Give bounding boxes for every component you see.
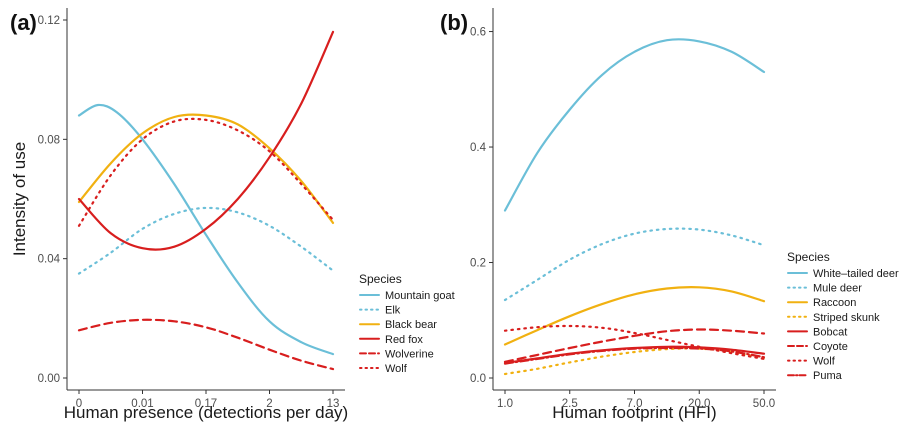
x-tick-label: 2 — [266, 398, 272, 410]
legend-label: Bobcat — [813, 326, 847, 338]
legend-label: Red fox — [385, 334, 423, 346]
legend-label: Black bear — [385, 319, 437, 331]
panel-b: (b) 0.0 0.2 0.4 0.6 1.0 2.5 7.0 20.0 50.0 Human fo… — [440, 8, 899, 422]
panel-letter: (a) — [10, 10, 37, 35]
x-tick-label: 13 — [327, 398, 340, 410]
x-tick-label: 1.0 — [497, 398, 513, 410]
series-line-red-fox — [77, 30, 335, 251]
y-tick-label: 0.2 — [470, 258, 486, 270]
legend-label: Raccoon — [813, 297, 856, 309]
legend-label: Coyote — [813, 341, 848, 353]
x-tick-label: 0 — [76, 398, 82, 410]
series-line-wolverine — [77, 318, 335, 371]
series-line-wolf — [77, 117, 335, 227]
x-tick-label: 0.17 — [195, 398, 217, 410]
series-line-elk — [77, 206, 335, 275]
series-line-striped-skunk — [503, 347, 766, 376]
x-tick-label: 7.0 — [627, 398, 643, 410]
y-tick-label: 0.6 — [470, 27, 486, 39]
y-tick-label: 0.00 — [38, 373, 60, 385]
series-line-raccoon — [503, 286, 766, 346]
y-tick-label: 0.08 — [38, 134, 60, 146]
y-tick-label: 0.04 — [38, 254, 61, 266]
legend-label: Mountain goat — [385, 290, 455, 302]
series-line-white-tailed-deer — [503, 38, 766, 212]
legend-label: Wolf — [385, 363, 408, 375]
legend-label: Striped skunk — [813, 312, 880, 324]
series-line-black-bear — [77, 113, 335, 224]
legend-label: White–tailed deer — [813, 268, 899, 280]
y-tick-label: 0.4 — [470, 142, 487, 154]
legend-label: Puma — [813, 370, 843, 382]
x-tick-label: 50.0 — [753, 398, 775, 410]
panel-letter: (b) — [440, 10, 468, 35]
x-axis-title: Human presence (detections per day) — [64, 403, 348, 422]
legend-label: Wolverine — [385, 348, 434, 360]
legend-label: Elk — [385, 305, 401, 317]
y-tick-label: 0.0 — [470, 373, 486, 385]
x-tick-label: 20.0 — [688, 398, 710, 410]
y-tick-label: 0.12 — [38, 15, 60, 27]
x-tick-label: 2.5 — [562, 398, 578, 410]
y-axis-title: Intensity of use — [10, 142, 29, 256]
legend-label: Mule deer — [813, 283, 862, 295]
series-line-wolf — [503, 324, 766, 360]
series-line-coyote — [503, 328, 766, 363]
legend-label: Wolf — [813, 356, 836, 368]
legend-title: Species — [359, 272, 402, 286]
x-axis-title: Human footprint (HFI) — [552, 403, 716, 422]
x-tick-label: 0.01 — [131, 398, 153, 410]
series-line-puma — [503, 346, 766, 365]
legend-title: Species — [787, 250, 830, 264]
series-line-mule-deer — [503, 227, 766, 302]
